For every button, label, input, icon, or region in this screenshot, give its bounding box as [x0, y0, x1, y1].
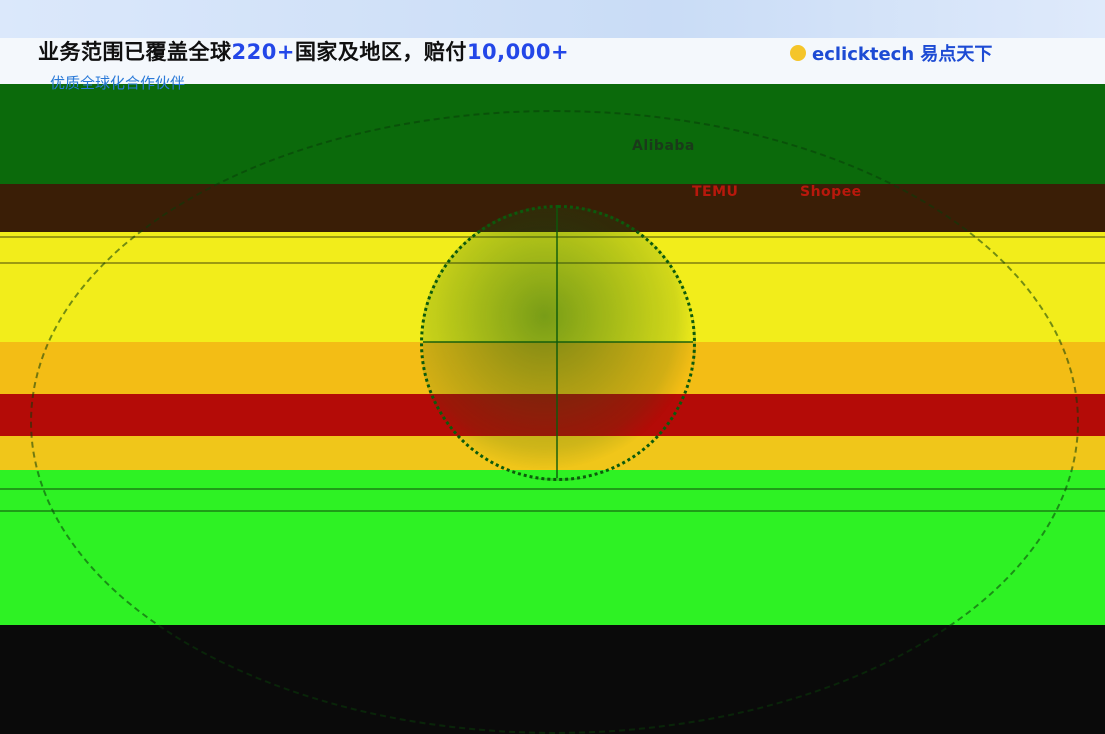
headline-prefix: 业务范围已覆盖全球	[38, 40, 232, 64]
brand-name: eclicktech 易点天下	[812, 44, 993, 65]
header-band	[0, 38, 1105, 84]
globe-icon	[420, 205, 696, 481]
brand-mark-icon	[790, 45, 806, 61]
headline: 业务范围已覆盖全球220+国家及地区，赔付10,000+	[38, 36, 569, 66]
globe-equator	[423, 341, 693, 343]
headline-mid: 国家及地区，赔付	[294, 40, 467, 64]
globe-meridian	[556, 208, 558, 478]
partner-logo-temu: TEMU	[692, 184, 739, 200]
partner-logo-alibaba: Alibaba	[632, 138, 695, 154]
clients-count: 10,000+	[466, 40, 570, 64]
brand-logo[interactable]: eclicktech 易点天下	[790, 40, 992, 66]
top-band	[0, 0, 1105, 38]
countries-count: 220+	[231, 40, 295, 64]
partner-logo-shopee: Shopee	[800, 184, 862, 200]
subline: 优质全球化合作伙伴	[50, 74, 186, 92]
